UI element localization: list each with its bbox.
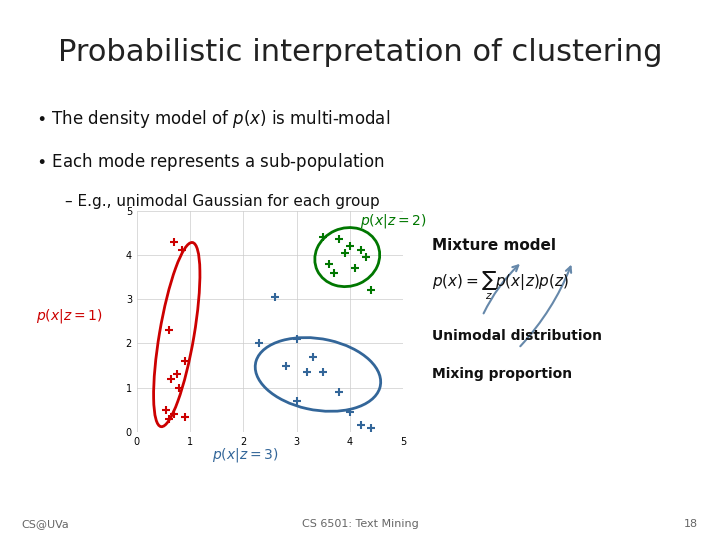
Point xyxy=(302,368,313,376)
Point xyxy=(344,408,356,416)
Point xyxy=(366,423,377,432)
Point xyxy=(168,237,180,246)
Text: $p(x|z = 2)$: $p(x|z = 2)$ xyxy=(360,212,426,231)
Point xyxy=(355,246,366,255)
Point xyxy=(360,253,372,261)
Text: CS 6501: Text Mining: CS 6501: Text Mining xyxy=(302,519,418,529)
Text: Unimodal distribution: Unimodal distribution xyxy=(432,329,602,343)
Point xyxy=(318,233,329,241)
Point xyxy=(333,235,345,244)
Text: CS@UVa: CS@UVa xyxy=(22,519,69,529)
Point xyxy=(166,375,177,383)
Point xyxy=(176,246,188,255)
Point xyxy=(171,370,183,379)
Point xyxy=(366,286,377,295)
Text: – E.g., unimodal Gaussian for each group: – E.g., unimodal Gaussian for each group xyxy=(65,194,379,210)
Text: $p(x|z = 1)$: $p(x|z = 1)$ xyxy=(36,307,102,325)
Text: $p(x|z = 3)$: $p(x|z = 3)$ xyxy=(212,446,278,463)
Point xyxy=(253,339,265,348)
Point xyxy=(344,242,356,251)
Point xyxy=(307,353,318,361)
Point xyxy=(179,357,191,366)
Point xyxy=(179,412,191,421)
Text: Probabilistic interpretation of clustering: Probabilistic interpretation of clusteri… xyxy=(58,38,662,67)
Text: Mixing proportion: Mixing proportion xyxy=(432,367,572,381)
Point xyxy=(355,421,366,430)
Point xyxy=(333,388,345,396)
Point xyxy=(163,326,174,334)
Point xyxy=(269,293,281,301)
Point xyxy=(168,410,180,418)
Point xyxy=(163,414,174,423)
Text: $\bullet$ Each mode represents a sub-population: $\bullet$ Each mode represents a sub-pop… xyxy=(36,151,384,173)
Point xyxy=(161,406,172,414)
Point xyxy=(323,259,334,268)
Point xyxy=(328,268,340,277)
Point xyxy=(339,248,351,257)
Point xyxy=(280,361,292,370)
Point xyxy=(349,264,361,273)
Text: Mixture model: Mixture model xyxy=(432,238,556,253)
Point xyxy=(318,368,329,376)
Text: $\bullet$ The density model of $p(x)$ is multi-modal: $\bullet$ The density model of $p(x)$ is… xyxy=(36,108,390,130)
Text: 18: 18 xyxy=(684,519,698,529)
Text: $p(x) = \sum_{z} p(x|z)p(z)$: $p(x) = \sum_{z} p(x|z)p(z)$ xyxy=(432,270,570,302)
Point xyxy=(291,397,302,406)
Point xyxy=(174,383,185,392)
Point xyxy=(291,335,302,343)
